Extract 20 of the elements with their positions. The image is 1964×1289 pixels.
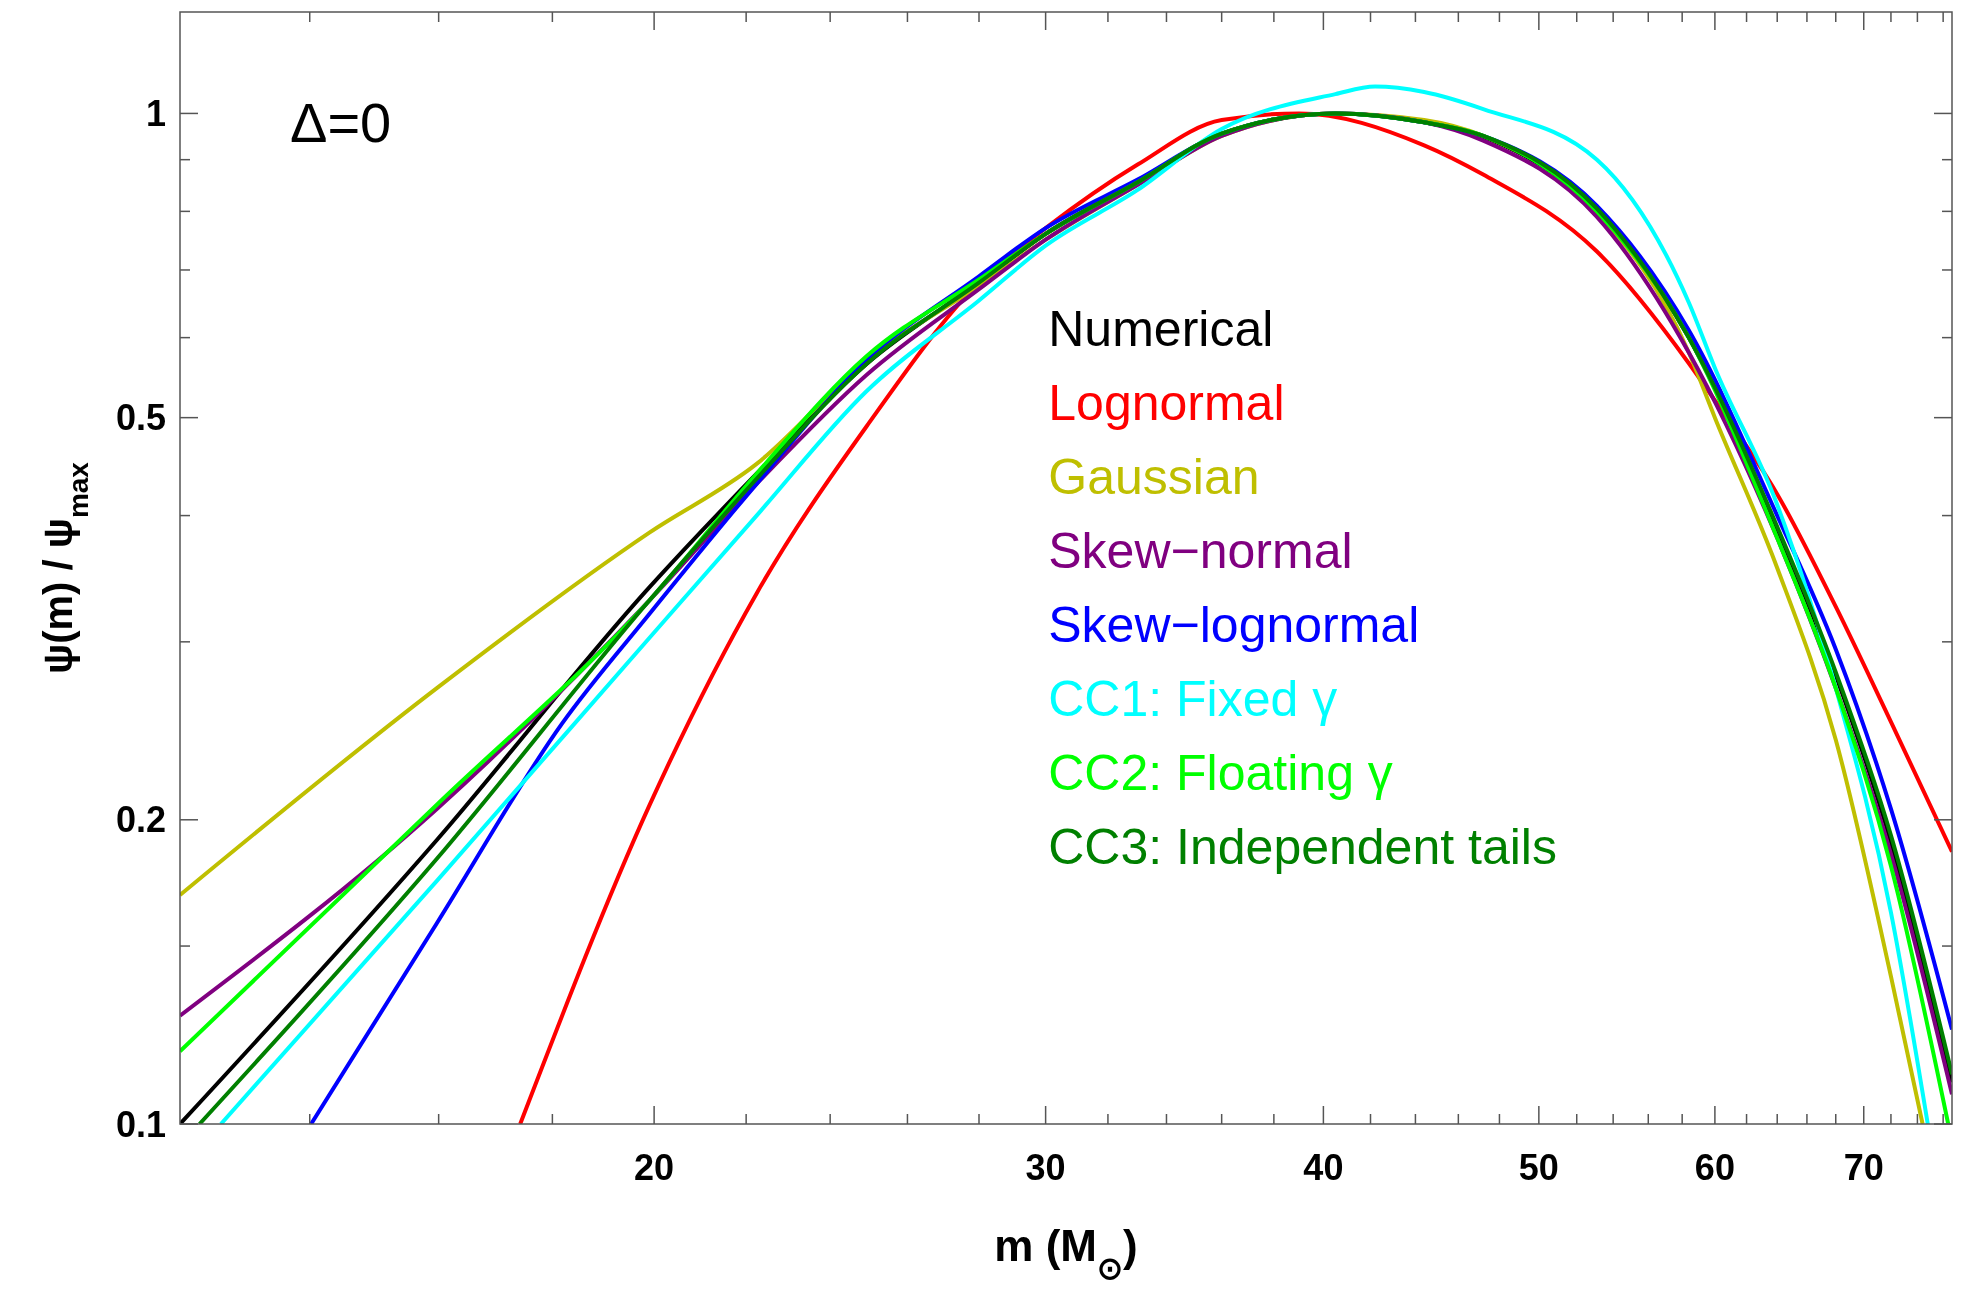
series-label: Numerical xyxy=(1048,300,1274,357)
text: Skew−lognormal xyxy=(1048,596,1420,653)
text: Gaussian xyxy=(1048,448,1260,505)
x-tick-label: 70 xyxy=(1843,1147,1884,1188)
x-axis-title: m (M$_{⊙}$) xyxy=(994,1221,1138,1286)
x-tick-label: 30 xyxy=(1025,1147,1066,1188)
x-tick-label: 40 xyxy=(1303,1147,1344,1188)
annotation: Δ=0 xyxy=(290,91,392,154)
y-tick-label: 0.2 xyxy=(115,799,166,841)
y-tick-label: 0.1 xyxy=(115,1103,166,1145)
text: CC3: Independent tails xyxy=(1048,818,1557,875)
text: CC1: Fixed γ xyxy=(1048,670,1338,727)
x-tick-label: 60 xyxy=(1694,1147,1735,1188)
x-tick-label: 20 xyxy=(634,1147,675,1188)
y-tick-label: 1 xyxy=(145,93,166,135)
text: CC2: Floating γ xyxy=(1048,744,1393,801)
x-tick-label: 50 xyxy=(1518,1147,1559,1188)
y-tick-label: 0.5 xyxy=(115,397,166,439)
text: Lognormal xyxy=(1048,374,1285,431)
text: Skew−normal xyxy=(1048,522,1353,579)
